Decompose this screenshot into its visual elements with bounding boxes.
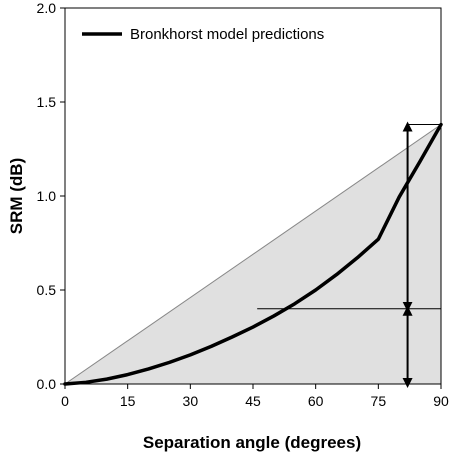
x-tick-label: 45 [245,393,261,409]
x-tick-label: 15 [120,393,136,409]
x-tick-label: 0 [61,393,69,409]
legend-label: Bronkhorst model predictions [130,26,324,43]
y-axis-title: SRM (dB) [7,158,26,234]
x-tick-label: 60 [308,393,324,409]
x-tick-label: 75 [371,393,387,409]
x-tick-label: 30 [183,393,199,409]
x-tick-label: 90 [433,393,449,409]
y-tick-label: 2.0 [37,0,57,16]
reference-line [64,124,442,385]
y-tick-label: 1.0 [37,188,57,204]
series-line-bronkhorst [63,122,443,386]
y-tick-label: 0.0 [37,376,57,392]
y-tick-label: 1.5 [37,94,57,110]
x-axis-title: Separation angle (degrees) [143,433,361,452]
y-tick-label: 0.5 [37,282,57,298]
